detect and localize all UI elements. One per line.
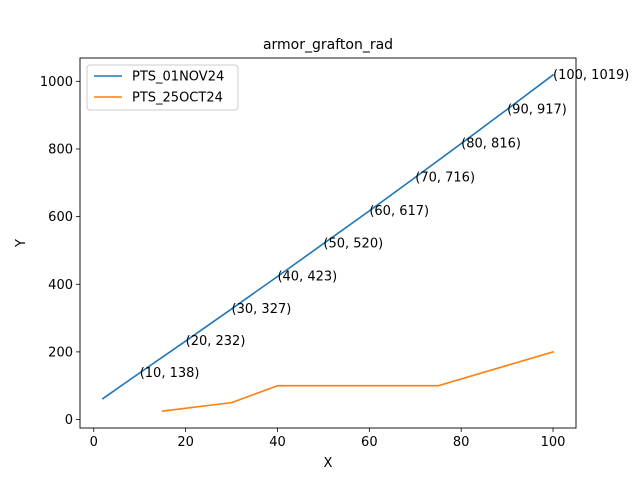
x-axis: 0 20 40 60 80 100 bbox=[90, 428, 566, 450]
legend: PTS_01NOV24 PTS_25OCT24 bbox=[86, 64, 239, 111]
x-tick-label: 60 bbox=[361, 435, 378, 450]
data-label: (70, 716) bbox=[415, 170, 475, 185]
y-tick-label: 200 bbox=[48, 345, 73, 360]
y-tick-label: 1000 bbox=[40, 75, 73, 90]
y-tick-label: 0 bbox=[65, 413, 73, 428]
axes-frame bbox=[79, 57, 577, 429]
y-axis-label: Y bbox=[14, 239, 29, 248]
y-tick-label: 800 bbox=[48, 142, 73, 157]
data-label: (20, 232) bbox=[186, 334, 246, 349]
data-label: (40, 423) bbox=[277, 269, 337, 284]
data-label: (100, 1019) bbox=[553, 68, 629, 83]
data-label: (90, 917) bbox=[507, 102, 567, 117]
legend-entry: PTS_25OCT24 bbox=[132, 91, 223, 106]
data-label: (80, 816) bbox=[461, 137, 521, 152]
legend-entry: PTS_01NOV24 bbox=[132, 70, 224, 85]
y-tick-label: 600 bbox=[48, 210, 73, 225]
data-label: (60, 617) bbox=[369, 204, 429, 219]
x-tick-label: 40 bbox=[269, 435, 286, 450]
x-tick-label: 100 bbox=[541, 435, 566, 450]
data-label: (30, 327) bbox=[232, 302, 292, 317]
x-axis-label: X bbox=[324, 456, 333, 471]
series-line-1 bbox=[101, 73, 555, 400]
x-tick-label: 0 bbox=[90, 435, 98, 450]
data-label: (10, 138) bbox=[140, 366, 200, 381]
y-tick-label: 400 bbox=[48, 278, 73, 293]
plot-area: (10, 138) (20, 232) (30, 327) (40, 423) (50,… bbox=[101, 68, 629, 412]
series-line-2 bbox=[161, 350, 555, 412]
x-tick-label: 80 bbox=[453, 435, 470, 450]
x-tick-label: 20 bbox=[177, 435, 194, 450]
legend-box bbox=[86, 64, 239, 111]
chart-title: armor_grafton_rad bbox=[263, 37, 393, 53]
y-axis: 0 200 400 600 800 1000 bbox=[40, 75, 80, 428]
data-label: (50, 520) bbox=[323, 237, 383, 252]
